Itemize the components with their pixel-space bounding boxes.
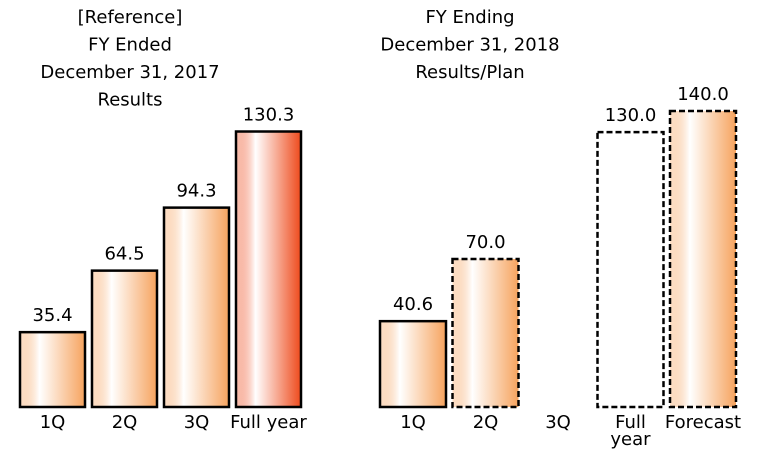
x-tick-label: 1Q — [39, 412, 66, 433]
x-tick-label-box: Full year — [223, 412, 315, 433]
x-tick-label-wrap: 2Q — [79, 412, 171, 433]
x-tick-label-wrap: 1Q — [7, 412, 99, 433]
x-tick-label: Full year — [610, 412, 651, 450]
chart-title: FY Ended — [88, 35, 172, 56]
x-tick-label-box: 2Q — [456, 412, 516, 433]
value-label: 130.3 — [243, 105, 295, 126]
chart-title: [Reference] — [78, 7, 183, 28]
value-label: 140.0 — [677, 84, 729, 105]
x-tick-label: 3Q — [183, 412, 210, 433]
x-tick-label-wrap: 3Q — [151, 412, 243, 433]
x-tick-label: 3Q — [545, 412, 571, 433]
x-tick-label-box: Full year — [601, 412, 661, 450]
x-tick-label-box: 1Q — [383, 412, 443, 433]
x-tick-label-wrap: 3Q — [528, 412, 588, 433]
x-tick-label: Full year — [230, 412, 307, 433]
chart-title: Results — [98, 90, 163, 111]
bar — [596, 130, 665, 409]
value-label: 70.0 — [465, 232, 505, 253]
bar — [18, 330, 87, 409]
value-label: 64.5 — [104, 244, 144, 265]
chart-title: December 31, 2018 — [380, 35, 559, 56]
value-label: 94.3 — [176, 181, 216, 202]
bar — [234, 130, 303, 409]
x-tick-label-wrap: 1Q — [383, 412, 443, 433]
x-tick-label: 2Q — [472, 412, 499, 433]
x-tick-label: 1Q — [400, 412, 426, 433]
x-tick-label-box: Forecast — [665, 414, 741, 432]
value-label: 40.6 — [393, 294, 433, 315]
x-tick-label-box: 1Q — [7, 412, 99, 433]
x-tick-label-wrap: 2Q — [456, 412, 516, 433]
bar — [90, 269, 159, 409]
bar — [668, 109, 738, 409]
x-tick-label: 2Q — [111, 412, 138, 433]
x-tick-label: Forecast — [664, 412, 742, 433]
x-tick-label-wrap: Forecast — [665, 414, 741, 432]
x-tick-label-box: 3Q — [151, 412, 243, 433]
x-tick-label-wrap: Full year — [601, 412, 661, 450]
bar — [162, 206, 231, 409]
chart-title: FY Ending — [425, 7, 514, 28]
bar — [378, 319, 448, 409]
bar — [451, 257, 520, 409]
value-label: 35.4 — [32, 305, 72, 326]
x-tick-label-box: 3Q — [528, 412, 588, 433]
value-label: 130.0 — [605, 105, 657, 126]
x-tick-label-box: 2Q — [79, 412, 171, 433]
x-tick-label-wrap: Full year — [223, 412, 315, 433]
chart-title: Results/Plan — [415, 62, 524, 83]
chart-title: December 31, 2017 — [40, 62, 219, 83]
